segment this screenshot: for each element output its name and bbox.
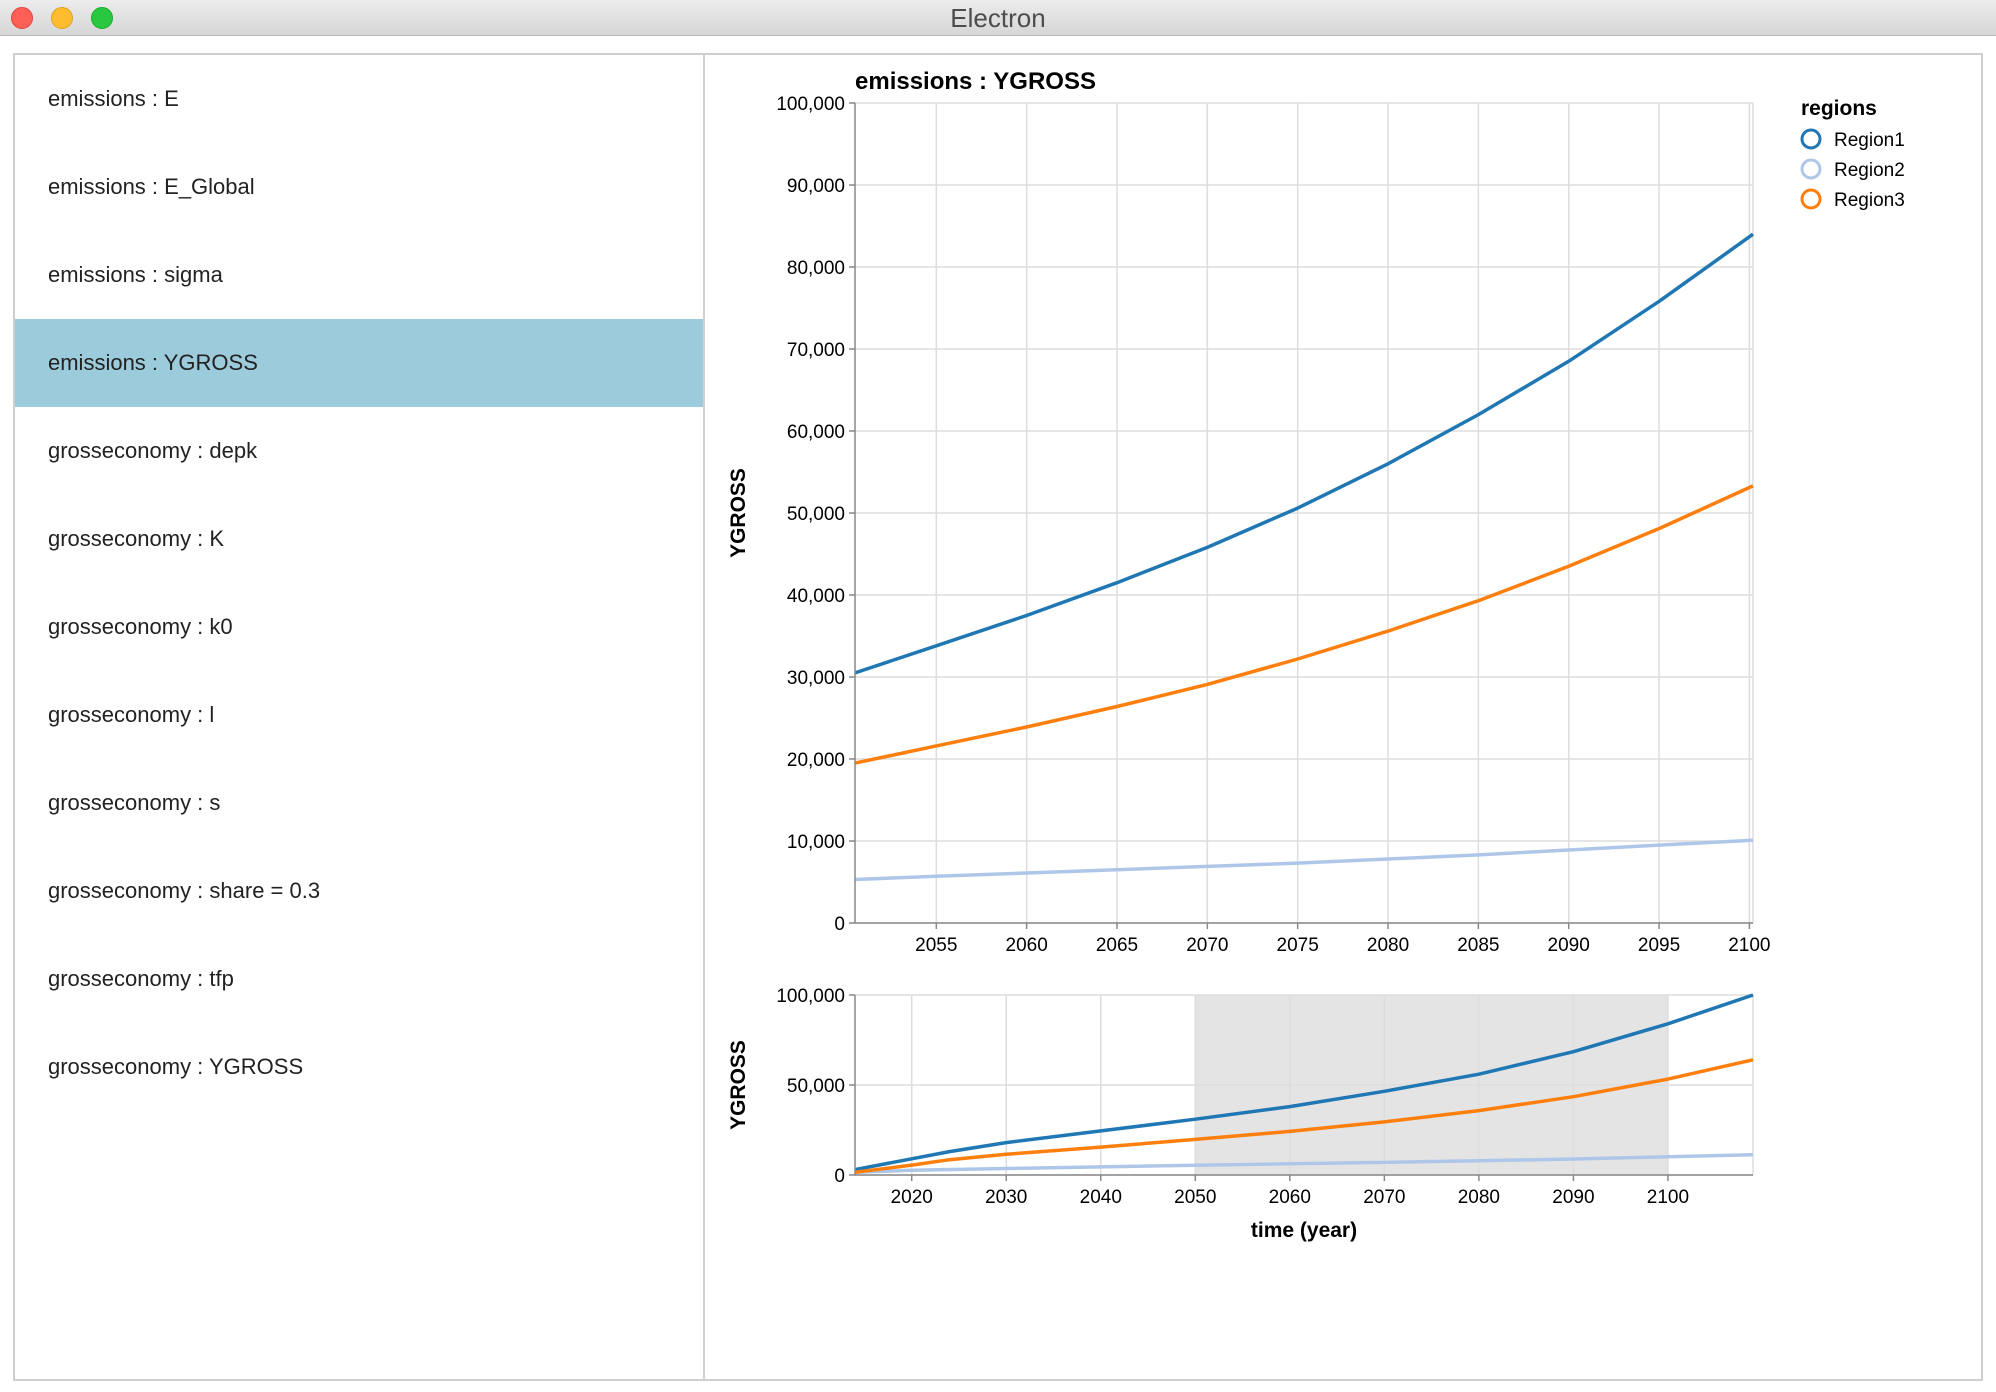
chart-0: 2055 2060 2065 2070 2075 2080 2085 2090 2095 2100… bbox=[727, 68, 1905, 956]
sidebar-item[interactable]: grosseconomy : k0 bbox=[48, 614, 233, 639]
y-tick-label: 30,000 bbox=[787, 668, 845, 689]
minimize-window-button[interactable] bbox=[51, 7, 73, 29]
window-title: Electron bbox=[950, 3, 1046, 33]
x-tick-label: 2030 bbox=[985, 1187, 1027, 1208]
sidebar-item[interactable]: grosseconomy : depk bbox=[48, 438, 258, 463]
sidebar-item[interactable]: emissions : sigma bbox=[48, 262, 223, 287]
x-tick-label: 2060 bbox=[1006, 935, 1048, 956]
x-tick-label: 2085 bbox=[1457, 935, 1499, 956]
x-tick-label: 2040 bbox=[1080, 1187, 1122, 1208]
sidebar-item[interactable]: emissions : E bbox=[48, 86, 179, 111]
sidebar-item[interactable]: grosseconomy : share = 0.3 bbox=[48, 878, 321, 903]
x-tick-label: 2065 bbox=[1096, 935, 1138, 956]
legend-label: Region3 bbox=[1834, 190, 1905, 211]
sidebar-item[interactable]: grosseconomy : l bbox=[48, 702, 215, 727]
x-tick-label: 2090 bbox=[1552, 1187, 1594, 1208]
x-tick-label: 2020 bbox=[891, 1187, 933, 1208]
x-tick-label: 2090 bbox=[1548, 935, 1590, 956]
y-tick-label: 70,000 bbox=[787, 340, 845, 361]
sidebar-item[interactable]: emissions : YGROSS bbox=[15, 319, 703, 407]
y-tick-label: 50,000 bbox=[787, 504, 845, 525]
sidebar-item[interactable]: grosseconomy : YGROSS bbox=[48, 1054, 304, 1079]
x-tick-label: 2095 bbox=[1638, 935, 1680, 956]
sidebar-item[interactable]: grosseconomy : tfp bbox=[48, 966, 234, 991]
x-tick-label: 2055 bbox=[915, 935, 957, 956]
x-tick-label: 2070 bbox=[1186, 935, 1228, 956]
legend-label: Region2 bbox=[1834, 160, 1905, 181]
chart-canvas: 2055 2060 2065 2070 2075 2080 2085 2090 2095 2100… bbox=[727, 68, 1905, 1242]
maximize-window-button[interactable] bbox=[91, 7, 113, 29]
sidebar-item[interactable]: emissions : E_Global bbox=[48, 174, 255, 199]
series-line-region1 bbox=[854, 993, 1754, 1172]
x-tick-label: 2100 bbox=[1647, 1187, 1689, 1208]
legend-symbol-region1 bbox=[1800, 128, 1822, 150]
series-line-region1 bbox=[854, 232, 1755, 675]
y-tick-label: 50,000 bbox=[787, 1076, 845, 1097]
y-tick-label: 90,000 bbox=[787, 176, 845, 197]
legend-label: Region1 bbox=[1834, 130, 1905, 151]
x-tick-label: 2075 bbox=[1277, 935, 1319, 956]
legend: regions Region1 Region2 Region3 bbox=[1800, 97, 1905, 211]
y-tick-label: 0 bbox=[834, 1166, 845, 1187]
x-tick-label: 2080 bbox=[1367, 935, 1409, 956]
x-tick-label: 2100 bbox=[1728, 935, 1770, 956]
y-tick-label: 0 bbox=[834, 914, 845, 935]
series-line-region2 bbox=[854, 1152, 1754, 1175]
x-tick-label: 2080 bbox=[1458, 1187, 1500, 1208]
chart-panel: 2055 2060 2065 2070 2075 2080 2085 2090 2095 2100… bbox=[705, 55, 1981, 1379]
y-tick-label: 10,000 bbox=[787, 832, 845, 853]
y-tick-label: 100,000 bbox=[776, 94, 845, 115]
close-window-button[interactable] bbox=[11, 7, 33, 29]
y-tick-label: 20,000 bbox=[787, 750, 845, 771]
series-line-region3 bbox=[854, 1058, 1754, 1175]
chart-1: 2020 2030 2040 2050 2060 2070 2080 2090 2100 0 50,… bbox=[727, 986, 1754, 1242]
y-axis-label: YGROSS bbox=[727, 1040, 750, 1130]
legend-symbol-region2 bbox=[1800, 158, 1822, 180]
x-tick-label: 2050 bbox=[1174, 1187, 1216, 1208]
y-tick-label: 40,000 bbox=[787, 586, 845, 607]
x-axis-label: time (year) bbox=[1251, 1219, 1357, 1242]
y-tick-label: 100,000 bbox=[776, 986, 845, 1007]
y-tick-label: 80,000 bbox=[787, 258, 845, 279]
x-tick-label: 2060 bbox=[1269, 1187, 1311, 1208]
sidebar-item[interactable]: grosseconomy : s bbox=[48, 790, 221, 815]
series-line-region3 bbox=[854, 484, 1754, 765]
series-line-region2 bbox=[854, 838, 1754, 882]
sidebar-item[interactable]: grosseconomy : K bbox=[48, 526, 225, 551]
x-tick-label: 2070 bbox=[1363, 1187, 1405, 1208]
chart-title: emissions : YGROSS bbox=[855, 68, 1096, 95]
legend-title: regions bbox=[1801, 97, 1877, 120]
legend-symbol-region3 bbox=[1800, 188, 1822, 210]
y-axis-label: YGROSS bbox=[727, 468, 750, 558]
y-tick-label: 60,000 bbox=[787, 422, 845, 443]
title-bar: Electron bbox=[0, 0, 1996, 36]
